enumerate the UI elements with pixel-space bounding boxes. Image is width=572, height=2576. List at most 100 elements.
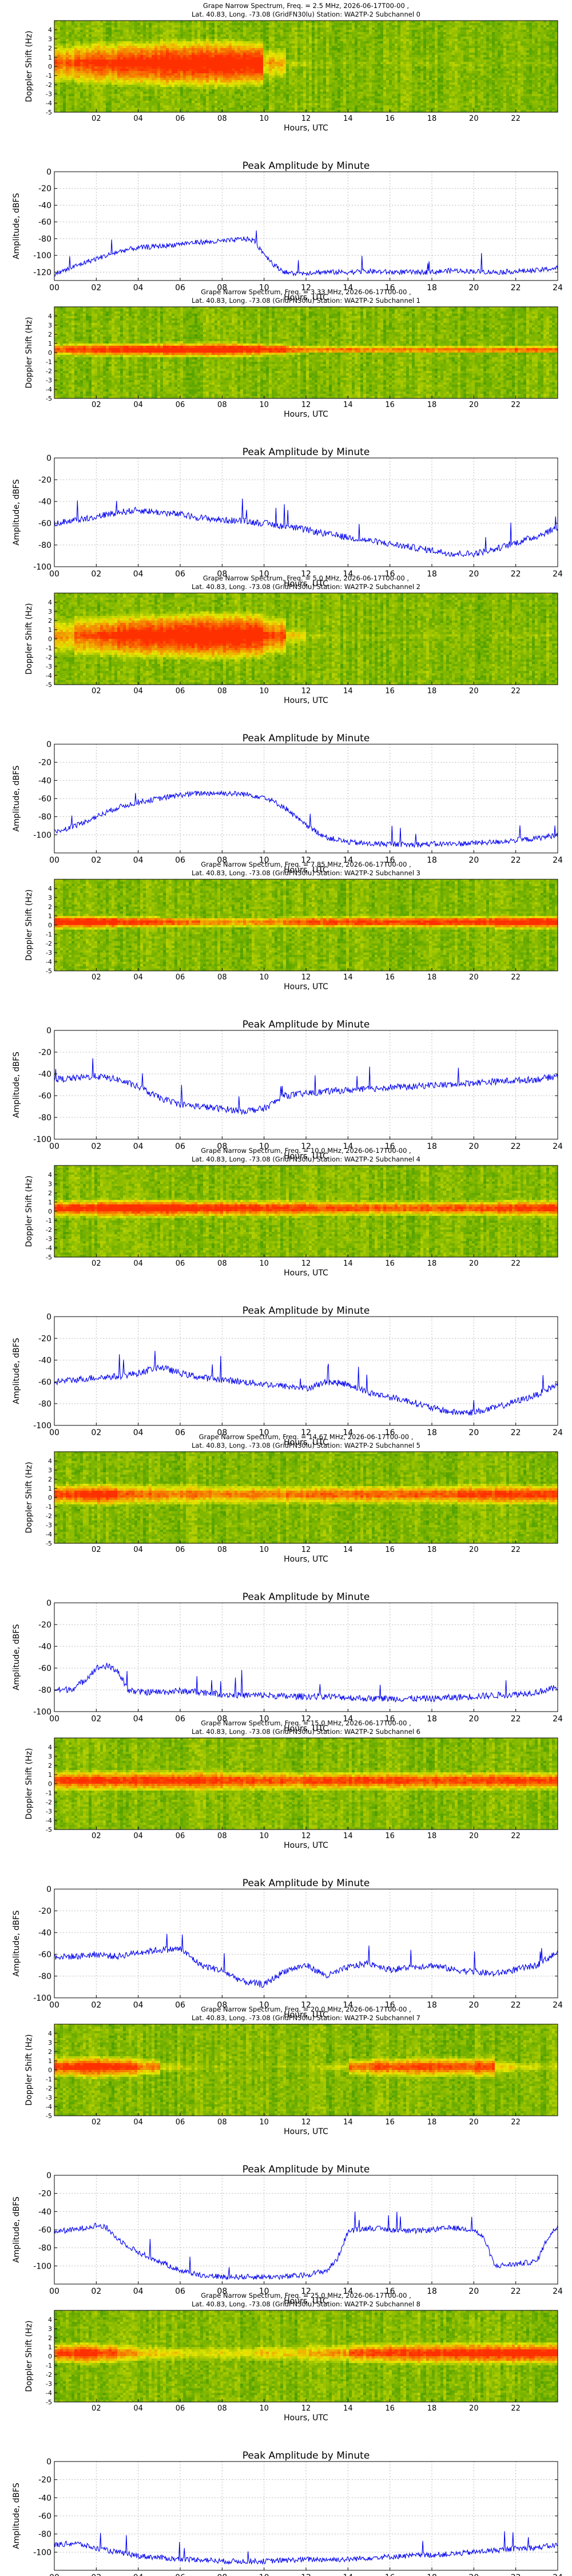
spectrogram-cell [183, 55, 186, 58]
spectrogram-cell [263, 39, 267, 42]
spectrogram-cell [66, 50, 69, 53]
spectrogram-cell [206, 66, 209, 69]
spectrogram-cell [346, 39, 349, 42]
spectrogram-cell [237, 30, 241, 33]
spectrogram-cell [160, 103, 164, 106]
spectrogram-cell [280, 30, 284, 33]
spectrogram-cell [229, 46, 232, 49]
spectrogram-cell [312, 64, 315, 67]
spectrogram-cell [89, 64, 92, 67]
spectrogram-cell [246, 80, 249, 83]
spectrogram-cell [277, 23, 281, 26]
spectrogram-cell [200, 103, 204, 106]
spectrogram-cell [255, 82, 258, 85]
spectrogram-cell [143, 89, 146, 92]
spectrogram-cell [403, 80, 407, 83]
spectrogram-cell [212, 71, 215, 74]
spectrogram-cell [143, 55, 146, 58]
spectrogram-cell [77, 23, 81, 26]
spectrogram-cell [272, 21, 275, 23]
spectrogram-cell [260, 82, 264, 85]
spectrogram-cell [378, 96, 381, 99]
spectrogram-cell [149, 69, 152, 72]
spectrogram-cell [226, 76, 229, 78]
spectrogram-cell [375, 25, 378, 28]
spectrogram-cell [146, 78, 149, 81]
spectrogram-cell [360, 73, 364, 76]
spectrogram-cell [275, 108, 278, 110]
spectrogram-cell [269, 108, 272, 110]
spectrogram-cell [389, 64, 392, 67]
spectrogram-cell [378, 44, 381, 46]
spectrogram-cell [263, 87, 267, 90]
spectrogram-cell [217, 101, 221, 104]
spectrogram-cell [200, 48, 204, 51]
spectrogram-cell [403, 53, 407, 56]
spectrogram-cell [306, 53, 309, 56]
spectrogram-cell [300, 34, 304, 37]
spectrogram-cell [372, 41, 375, 44]
spectrogram-cell [240, 80, 244, 83]
spectrogram-cell [137, 44, 141, 46]
spectrogram-cell [332, 64, 335, 67]
spectrogram-cell [154, 44, 158, 46]
spectrogram-cell [60, 50, 63, 53]
spectrogram-cell [103, 41, 106, 44]
spectrogram-cell [203, 94, 206, 97]
spectrogram-cell [157, 30, 161, 33]
spectrogram-cell [152, 87, 155, 90]
spectrogram-cell [232, 64, 235, 67]
spectrogram-cell [146, 37, 149, 39]
spectrogram-cell [320, 23, 324, 26]
spectrogram-cell [154, 21, 158, 23]
spectrogram-cell [272, 46, 275, 49]
spectrogram-cell [360, 94, 364, 97]
spectrogram-cell [395, 108, 398, 110]
spectrogram-cell [375, 48, 378, 51]
spectrogram-cell [249, 89, 252, 92]
spectrogram-cell [206, 50, 209, 53]
spectrogram-cell [260, 48, 264, 51]
spectrogram-cell [283, 98, 287, 101]
spectrogram-cell [292, 27, 295, 30]
spectrogram-cell [163, 44, 166, 46]
spectrogram-cell [249, 103, 252, 106]
spectrogram-cell [352, 64, 355, 67]
spectrogram-cell [100, 96, 104, 99]
spectrogram-cell [229, 21, 232, 23]
spectrogram-cell [300, 89, 304, 92]
spectrogram-cell [340, 21, 344, 23]
spectrogram-cell [409, 50, 412, 53]
spectrogram-cell [360, 34, 364, 37]
spectrogram-cell [203, 60, 206, 62]
spectrogram-cell [129, 85, 132, 88]
spectrogram-cell [100, 103, 104, 106]
spectrogram-cell [83, 53, 86, 56]
spectrogram-cell [269, 50, 272, 53]
spectrogram-cell [69, 41, 72, 44]
spectrogram-cell [169, 62, 172, 65]
spectrogram-cell [203, 71, 206, 74]
spectrogram-cell [352, 105, 355, 108]
spectrogram-cell [300, 21, 304, 23]
spectrogram-cell [74, 41, 78, 44]
spectrogram-cell [366, 57, 370, 60]
spectrogram-cell [280, 46, 284, 49]
spectrogram-cell [63, 98, 66, 101]
spectrogram-cell [89, 23, 92, 26]
spectrogram-cell [100, 92, 104, 94]
spectrogram-cell [117, 98, 121, 101]
spectrogram-cell [83, 50, 86, 53]
spectrogram-cell [237, 23, 241, 26]
spectrogram-cell [406, 89, 410, 92]
spectrogram-cell [280, 69, 284, 72]
spectrogram-cell [389, 60, 392, 62]
spectrogram-cell [134, 55, 138, 58]
spectrogram-cell [209, 21, 212, 23]
spectrogram-cell [180, 85, 184, 88]
spectrogram-cell [403, 48, 407, 51]
spectrogram-cell [323, 55, 327, 58]
spectrogram-cell [249, 23, 252, 26]
spectrogram-cell [249, 60, 252, 62]
spectrogram-cell [375, 32, 378, 35]
